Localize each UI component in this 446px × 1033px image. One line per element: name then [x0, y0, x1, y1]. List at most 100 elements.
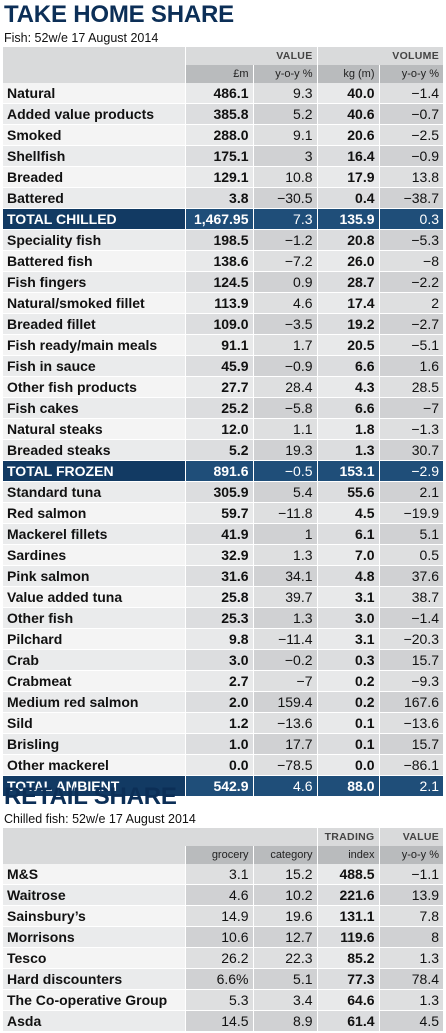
- volume-yoy-cell: 5.1: [379, 523, 443, 545]
- row-label: Natural steaks: [3, 418, 186, 440]
- table-row: Crabmeat 2.7 −7 0.2 −9.3: [3, 670, 443, 692]
- volume-yoy-cell: 167.6: [379, 691, 443, 713]
- value-cell: 9.8: [185, 628, 254, 650]
- index-cell: 85.2: [317, 947, 380, 969]
- header-blank: [3, 65, 186, 83]
- yoy-cell: 1.3: [379, 989, 444, 1011]
- volume-cell: 4.8: [317, 565, 380, 587]
- row-label: Pilchard: [3, 628, 186, 650]
- value-cell: 129.1: [185, 166, 254, 188]
- volume-yoy-cell: −1.4: [379, 607, 443, 629]
- row-label: Brisling: [3, 733, 186, 755]
- table-row: Added value products 385.8 5.2 40.6 −0.7: [3, 103, 443, 125]
- volume-yoy-cell: −2.9: [379, 460, 443, 482]
- value-cell: 2.7: [185, 670, 254, 692]
- table-row: Pink salmon 31.6 34.1 4.8 37.6: [3, 565, 443, 587]
- row-label: Other fish products: [3, 376, 186, 398]
- volume-yoy-cell: −1.4: [379, 83, 443, 104]
- category-cell: 12.7: [253, 926, 318, 948]
- row-label: Breaded steaks: [3, 439, 186, 461]
- value-cell: 3.0: [185, 649, 254, 671]
- volume-cell: 40.6: [317, 103, 380, 125]
- value-cell: 109.0: [185, 313, 254, 335]
- value-cell: 542.9: [185, 775, 254, 797]
- value-cell: 31.6: [185, 565, 254, 587]
- table-row: Brisling 1.0 17.7 0.1 15.7: [3, 733, 443, 755]
- category-cell: 3.4: [253, 989, 318, 1011]
- grocery-cell: 26.2: [185, 947, 254, 969]
- table-row: Red salmon 59.7 −11.8 4.5 −19.9: [3, 502, 443, 524]
- value-yoy-cell: 17.7: [253, 733, 318, 755]
- index-cell: 61.4: [317, 1010, 380, 1032]
- value-yoy-cell: 39.7: [253, 586, 318, 608]
- value-yoy-cell: −30.5: [253, 187, 318, 209]
- row-label: Natural/smoked fillet: [3, 292, 186, 314]
- row-label: Shellfish: [3, 145, 186, 167]
- category-cell: 10.2: [253, 884, 318, 906]
- table-row: Battered fish 138.6 −7.2 26.0 −8: [3, 250, 443, 272]
- table-row: Other fish products 27.7 28.4 4.3 28.5: [3, 376, 443, 398]
- row-label: Speciality fish: [3, 229, 186, 251]
- row-label: Pink salmon: [3, 565, 186, 587]
- row-label: Battered fish: [3, 250, 186, 272]
- volume-cell: 40.0: [317, 83, 380, 104]
- value-group-header: VALUE: [379, 828, 444, 846]
- value-cell: 27.7: [185, 376, 254, 398]
- table-row: Breaded steaks 5.2 19.3 1.3 30.7: [3, 439, 443, 461]
- value-cell: 198.5: [185, 229, 254, 251]
- row-label: Smoked: [3, 124, 186, 146]
- table-row: Natural/smoked fillet 113.9 4.6 17.4 2: [3, 292, 443, 314]
- table-row: Battered 3.8 −30.5 0.4 −38.7: [3, 187, 443, 209]
- grocery-cell: 3.1: [185, 864, 254, 885]
- table-row: Asda 14.5 8.9 61.4 4.5: [3, 1010, 444, 1032]
- value-yoy-cell: 3: [253, 145, 318, 167]
- table-row: Crab 3.0 −0.2 0.3 15.7: [3, 649, 443, 671]
- volume-cell: 7.0: [317, 544, 380, 566]
- index-cell: 488.5: [317, 864, 380, 885]
- grocery-cell: 10.6: [185, 926, 254, 948]
- volume-yoy-cell: −0.9: [379, 145, 443, 167]
- take-home-body: Natural 486.1 9.3 40.0 −1.4 Added value produ…: [3, 83, 443, 797]
- col-header-volume-yoy: y-o-y %: [379, 65, 443, 83]
- volume-cell: 135.9: [317, 208, 380, 230]
- value-yoy-cell: −5.8: [253, 397, 318, 419]
- grocery-cell: 5.3: [185, 989, 254, 1011]
- value-cell: 25.8: [185, 586, 254, 608]
- volume-cell: 1.3: [317, 439, 380, 461]
- yoy-cell: 78.4: [379, 968, 444, 990]
- value-yoy-cell: 0.9: [253, 271, 318, 293]
- table-row: Medium red salmon 2.0 159.4 0.2 167.6: [3, 691, 443, 713]
- volume-cell: 3.0: [317, 607, 380, 629]
- table-row: M&S 3.1 15.2 488.5 −1.1: [3, 864, 444, 885]
- row-label: Breaded fillet: [3, 313, 186, 335]
- volume-yoy-cell: −7: [379, 397, 443, 419]
- value-yoy-cell: 28.4: [253, 376, 318, 398]
- volume-cell: 17.4: [317, 292, 380, 314]
- yoy-cell: −1.1: [379, 864, 444, 885]
- table-row: Fish cakes 25.2 −5.8 6.6 −7: [3, 397, 443, 419]
- row-label: Fish fingers: [3, 271, 186, 293]
- table-row: Smoked 288.0 9.1 20.6 −2.5: [3, 124, 443, 146]
- value-yoy-cell: 1.3: [253, 607, 318, 629]
- row-label: Fish cakes: [3, 397, 186, 419]
- index-cell: 221.6: [317, 884, 380, 906]
- value-cell: 25.2: [185, 397, 254, 419]
- grocery-cell: 6.6%: [185, 968, 254, 990]
- table-row: Other mackerel 0.0 −78.5 0.0 −86.1: [3, 754, 443, 776]
- index-cell: 119.6: [317, 926, 380, 948]
- table-row: Standard tuna 305.9 5.4 55.6 2.1: [3, 481, 443, 503]
- row-label: Sainsbury’s: [3, 905, 186, 927]
- retail-share-subtitle: Chilled fish: 52w/e 17 August 2014: [4, 812, 196, 826]
- row-label: Added value products: [3, 103, 186, 125]
- value-cell: 113.9: [185, 292, 254, 314]
- volume-cell: 0.2: [317, 691, 380, 713]
- table-row: Sainsbury’s 14.9 19.6 131.1 7.8: [3, 905, 444, 927]
- category-cell: 22.3: [253, 947, 318, 969]
- total-row: TOTAL AMBIENT 542.9 4.6 88.0 2.1: [3, 775, 443, 797]
- value-cell: 891.6: [185, 460, 254, 482]
- index-cell: 131.1: [317, 905, 380, 927]
- value-cell: 12.0: [185, 418, 254, 440]
- yoy-cell: 8: [379, 926, 444, 948]
- row-label: Tesco: [3, 947, 186, 969]
- volume-yoy-cell: 0.3: [379, 208, 443, 230]
